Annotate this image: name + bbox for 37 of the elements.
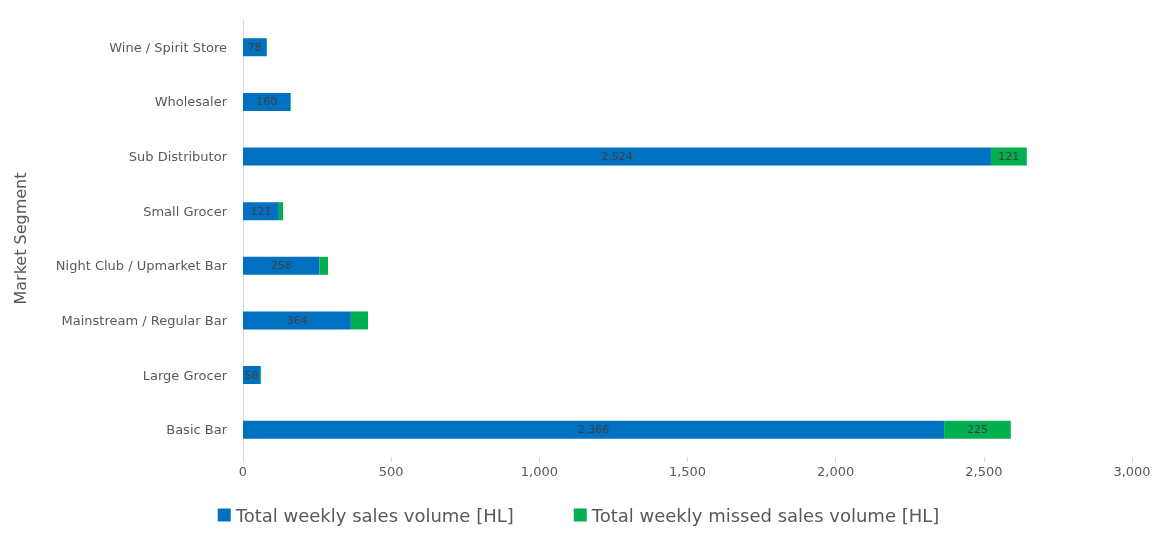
y-tick-label: Basic Bar xyxy=(166,422,228,438)
bar xyxy=(243,420,945,439)
x-tick-label: 2,500 xyxy=(965,464,1003,479)
x-tick-label: 2,000 xyxy=(817,464,855,479)
bar xyxy=(243,256,320,275)
bar xyxy=(944,420,1011,439)
data-label: 2,524 xyxy=(601,150,633,164)
y-tick-label: Large Grocer xyxy=(142,367,228,383)
y-tick-label: Mainstream / Regular Bar xyxy=(61,312,228,328)
data-label: 364 xyxy=(286,313,308,327)
data-label: 121 xyxy=(998,150,1020,164)
x-tick-label: 1,000 xyxy=(520,464,558,479)
y-tick-label: Sub Distributor xyxy=(128,149,228,165)
x-tick-label: 1,500 xyxy=(668,464,707,479)
x-tick-label: 0 xyxy=(238,464,248,479)
data-label: 78 xyxy=(247,40,262,54)
bar xyxy=(243,92,291,111)
bar xyxy=(319,256,329,275)
data-label: 2,366 xyxy=(577,423,610,437)
bar xyxy=(243,147,991,166)
bar xyxy=(350,311,369,330)
x-tick-label: 500 xyxy=(378,464,404,479)
y-tick-label: Wine / Spirit Store xyxy=(109,39,227,55)
data-label: 225 xyxy=(966,423,988,437)
legend-label: Total weekly sales volume [HL] xyxy=(234,504,514,526)
data-label: 160 xyxy=(256,95,278,109)
bar xyxy=(243,311,351,330)
data-label: 258 xyxy=(270,259,292,273)
y-axis-title: Market Segment xyxy=(10,172,30,305)
y-tick-label: Night Club / Upmarket Bar xyxy=(55,258,228,274)
x-tick-label: 3,000 xyxy=(1113,464,1151,479)
data-label: 121 xyxy=(250,204,272,218)
data-label: 58 xyxy=(244,368,259,382)
bar xyxy=(278,202,284,221)
y-tick-label: Wholesaler xyxy=(154,94,228,110)
legend-label: Total weekly missed sales volume [HL] xyxy=(590,504,940,526)
y-tick-label: Small Grocer xyxy=(143,203,228,219)
